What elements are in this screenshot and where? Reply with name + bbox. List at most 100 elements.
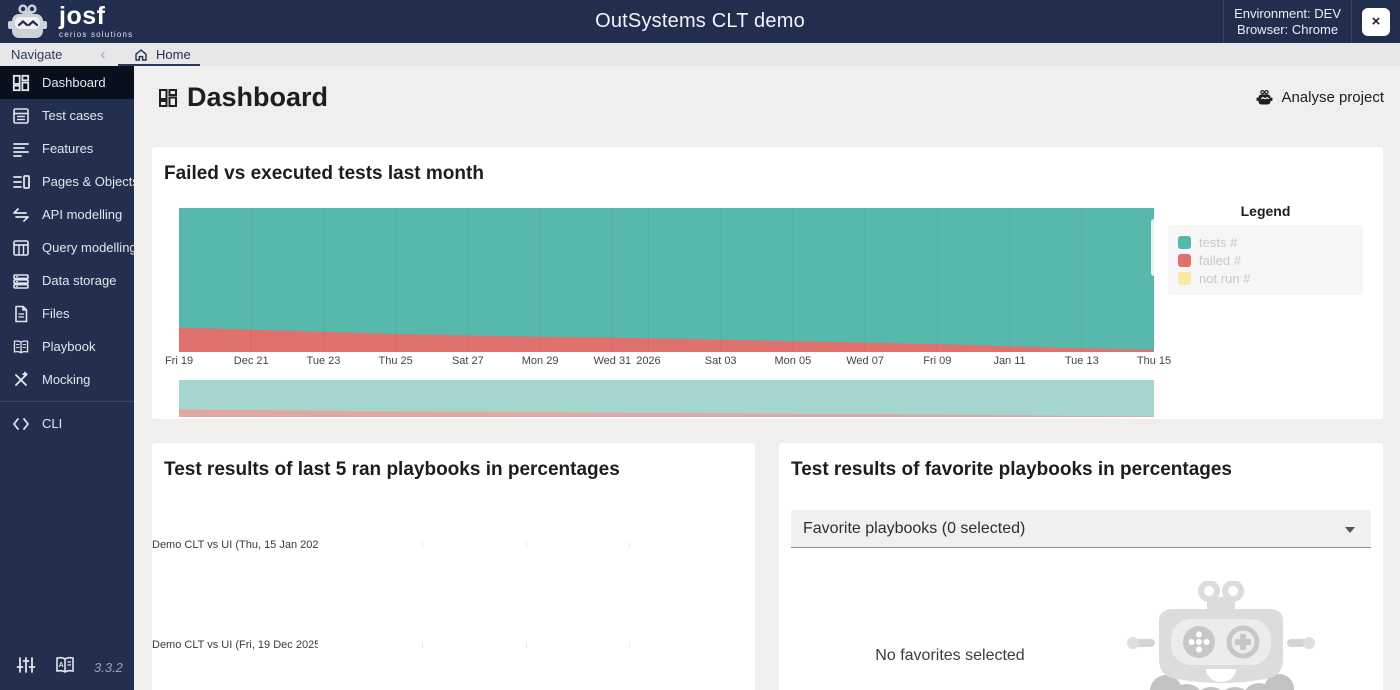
sidebar-item-cli[interactable]: CLI [0, 407, 134, 440]
sidebar-item-label: Pages & Objects [42, 174, 139, 189]
chevron-down-icon [1345, 527, 1355, 533]
sidebar: Dashboard Test cases Features Pages & Objec… [0, 66, 139, 690]
x-axis-tick-label: Dec 21 [233, 355, 269, 367]
navigate-label: Navigate [11, 47, 63, 62]
active-tab-underline [118, 64, 200, 66]
navigation-strip: Navigate ‹ Home [0, 43, 1400, 66]
bar-gridline [525, 642, 527, 648]
sidebar-item-cli-label: CLI [42, 416, 63, 431]
sidebar-item-label: Test cases [42, 108, 104, 123]
analyse-project-button[interactable]: Analyse project [1256, 89, 1384, 106]
navigator-plot [179, 380, 1154, 417]
legend-entry-failed[interactable]: failed # [1178, 251, 1353, 269]
page-title-label: Dashboard [187, 82, 329, 112]
chart-scrollbar-handle[interactable] [1151, 219, 1157, 276]
legend-swatch [1178, 253, 1191, 267]
test-cases-icon [12, 107, 30, 125]
sidebar-item-api-modelling[interactable]: API modelling [0, 198, 134, 231]
sidebar-nav: Dashboard Test cases Features Pages & Objec… [0, 66, 139, 396]
dashboard-icon [159, 88, 177, 107]
sidebar-item-features[interactable]: Features [0, 132, 134, 165]
failed-vs-executed-card: Failed vs executed tests last month Fri … [152, 147, 1383, 419]
window-title: OutSystems CLT demo [595, 10, 805, 32]
playbook-icon [12, 338, 30, 356]
logo-subtitle: cerios solutions [59, 30, 134, 39]
sidebar-item-label: Data storage [42, 273, 117, 288]
collapse-sidebar-button[interactable]: ‹ [88, 46, 118, 63]
playbook-results-bar-chart: Demo CLT vs UI (Thu, 15 Jan 2026 15... De… [152, 497, 755, 690]
last5-playbooks-title: Test results of last 5 ran playbooks in … [164, 459, 620, 480]
x-axis-tick-label: Fri 09 [923, 355, 952, 367]
sidebar-item-mocking[interactable]: Mocking [0, 363, 134, 396]
cli-icon [12, 415, 30, 433]
x-axis-tick-label: Fri 19 [164, 355, 194, 367]
playbook-bar-row: Demo CLT vs UI (Fri, 19 Dec 2025 11... [152, 598, 733, 690]
bar-gridline [421, 541, 423, 548]
analyse-project-label: Analyse project [1281, 89, 1384, 106]
bar-gridline [525, 541, 527, 548]
legend-entry-label: failed # [1199, 252, 1241, 268]
browser-label: Browser: Chrome [1236, 21, 1339, 37]
environment-label: Environment: DEV [1234, 5, 1341, 21]
environment-info: Environment: DEV Browser: Chrome [1224, 6, 1351, 38]
settings-sliders-icon[interactable] [16, 655, 36, 680]
separator [1223, 0, 1225, 43]
documentation-book-icon[interactable]: A [54, 656, 76, 679]
pages-objects-icon [12, 173, 30, 191]
query-modelling-icon [12, 239, 30, 257]
legend-entry-tests[interactable]: tests # [1178, 233, 1353, 251]
x-axis-tick-label: Mon 05 [774, 355, 812, 367]
sidebar-divider [0, 401, 134, 402]
sidebar-item-label: Files [42, 306, 70, 321]
x-axis-tick-label: Jan 11 [993, 355, 1026, 367]
api-modelling-icon [12, 206, 30, 224]
legend-swatch [1178, 271, 1191, 285]
tab-home-label: Home [156, 47, 191, 62]
close-icon: × [1371, 13, 1381, 30]
close-button[interactable]: × [1362, 7, 1390, 36]
chart-navigator[interactable] [179, 380, 1154, 417]
app-version: 3.3.2 [94, 660, 123, 675]
svg-text:A: A [59, 662, 64, 669]
sidebar-item-dashboard[interactable]: Dashboard [0, 66, 134, 99]
playbook-bar-row: Demo CLT vs UI (Thu, 15 Jan 2026 15... [152, 497, 733, 592]
sidebar-item-label: Dashboard [42, 75, 106, 90]
tab-home[interactable]: Home [118, 43, 209, 66]
sidebar-item-pages-objects[interactable]: Pages & Objects [0, 165, 139, 198]
bar-gridline [421, 642, 423, 648]
legend-entry-not-run[interactable]: not run # [1178, 269, 1353, 287]
mocking-icon [12, 371, 30, 389]
x-axis-tick-label: Wed 31 [593, 355, 632, 367]
sidebar-item-label: Playbook [42, 339, 96, 354]
last5-playbooks-card: Test results of last 5 ran playbooks in … [152, 443, 755, 690]
x-axis-tick-label: Tue 13 [1064, 355, 1099, 367]
main-content: Dashboard Analyse project Failed vs exec… [134, 66, 1400, 690]
sidebar-item-query-modelling[interactable]: Query modelling [0, 231, 137, 264]
legend-entry-label: not run # [1199, 270, 1251, 286]
sidebar-item-label: Features [42, 141, 94, 156]
robot-icon [1256, 89, 1273, 104]
top-bar: josf cerios solutions OutSystems CLT dem… [0, 0, 1400, 43]
x-axis-tick-label: 2026 [636, 355, 661, 367]
favorite-playbooks-select[interactable]: Favorite playbooks (0 selected) [791, 510, 1371, 548]
x-axis-tick-label: Sat 27 [451, 355, 484, 367]
sidebar-item-files[interactable]: Files [0, 297, 134, 330]
chevron-left-icon: ‹ [100, 46, 106, 63]
favorite-playbooks-card: Test results of favorite playbooks in pe… [779, 443, 1383, 690]
legend-title: Legend [1240, 203, 1291, 219]
favorite-playbooks-select-value: Favorite playbooks (0 selected) [803, 519, 1026, 537]
robot-mascot-image [1127, 581, 1315, 690]
sidebar-item-test-cases[interactable]: Test cases [0, 99, 134, 132]
features-icon [12, 140, 30, 158]
area-chart-plot [179, 208, 1154, 352]
sidebar-item-data-storage[interactable]: Data storage [0, 264, 134, 297]
sidebar-item-playbook[interactable]: Playbook [0, 330, 134, 363]
josf-robot-logo-icon [8, 3, 47, 38]
failed-vs-executed-chart[interactable]: Fri 19 Dec 21 Tue 23 Thu 25 Sat 27 Mon 29 Wed … [165, 189, 1171, 417]
favorite-playbooks-title: Test results of favorite playbooks in pe… [791, 459, 1232, 480]
bar-gridline [629, 642, 631, 648]
sidebar-item-label: Mocking [42, 372, 91, 387]
legend-entry-label: tests # [1199, 234, 1238, 250]
playbook-bar-label: Demo CLT vs UI (Fri, 19 Dec 2025 11... [152, 639, 318, 651]
